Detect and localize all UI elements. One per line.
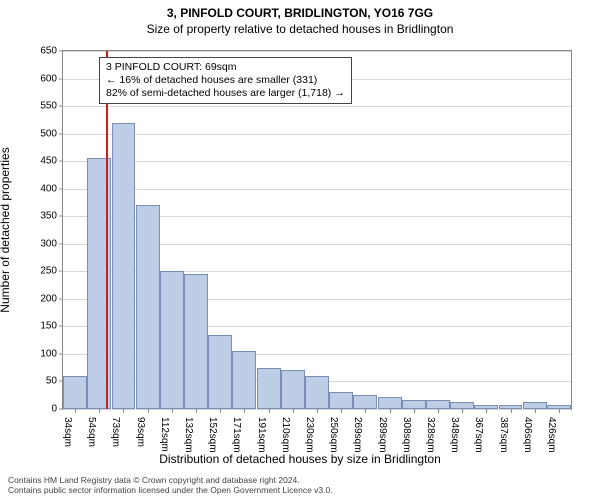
bar (63, 376, 87, 409)
xtick-label: 269sqm (352, 417, 363, 453)
ytick-label: 650 (40, 46, 57, 57)
xtick-label: 152sqm (207, 417, 218, 453)
ytick-label: 600 (40, 73, 57, 84)
xtick-mark (172, 409, 173, 413)
xtick-label: 171sqm (231, 417, 242, 453)
xtick-mark (269, 409, 270, 413)
xtick-label: 367sqm (473, 417, 484, 453)
footer-line2: Contains public sector information licen… (8, 486, 333, 496)
xtick-label: 73sqm (110, 417, 121, 447)
bar (329, 392, 353, 409)
xtick-mark (341, 409, 342, 413)
bar (112, 123, 136, 409)
xtick-label: 112sqm (159, 417, 170, 452)
xtick-label: 406sqm (522, 417, 533, 453)
ytick-label: 150 (40, 321, 57, 332)
xtick-mark (75, 409, 76, 413)
ytick-label: 450 (40, 156, 57, 167)
xtick-label: 426sqm (546, 417, 557, 453)
annotation-line1: 3 PINFOLD COURT: 69sqm (106, 61, 345, 74)
xtick-mark (511, 409, 512, 413)
xtick-mark (535, 409, 536, 413)
ytick-label: 300 (40, 238, 57, 249)
xtick-label: 328sqm (425, 417, 436, 453)
ytick-label: 200 (40, 293, 57, 304)
xtick-mark (196, 409, 197, 413)
xtick-mark (148, 409, 149, 413)
xtick-label: 34sqm (62, 417, 73, 447)
chart-title-line2: Size of property relative to detached ho… (0, 20, 600, 36)
xtick-label: 250sqm (328, 417, 339, 453)
xtick-mark (486, 409, 487, 413)
bar (208, 335, 232, 409)
bar (499, 405, 523, 409)
bar (184, 274, 208, 409)
ytick-label: 50 (46, 376, 57, 387)
xtick-label: 210sqm (280, 417, 291, 453)
xtick-label: 54sqm (86, 417, 97, 447)
property-marker-line (106, 51, 108, 409)
xtick-label: 289sqm (377, 417, 388, 453)
chart-title-line1: 3, PINFOLD COURT, BRIDLINGTON, YO16 7GG (0, 0, 600, 20)
ytick-label: 350 (40, 211, 57, 222)
xtick-mark (462, 409, 463, 413)
xtick-mark (438, 409, 439, 413)
ytick-label: 500 (40, 128, 57, 139)
ytick-label: 550 (40, 101, 57, 112)
annotation-line3: 82% of semi-detached houses are larger (… (106, 87, 345, 100)
xtick-mark (559, 409, 560, 413)
bar (547, 405, 571, 409)
bar (281, 370, 305, 409)
bar (523, 402, 547, 409)
xtick-label: 387sqm (498, 417, 509, 453)
ytick-label: 250 (40, 266, 57, 277)
xtick-mark (317, 409, 318, 413)
xtick-label: 191sqm (256, 417, 267, 453)
ytick-label: 100 (40, 348, 57, 359)
bar (474, 405, 498, 409)
xtick-mark (390, 409, 391, 413)
bar (402, 400, 426, 409)
bar (378, 397, 402, 409)
y-axis-label: Number of detached properties (0, 147, 12, 312)
x-axis-label: Distribution of detached houses by size … (0, 452, 600, 466)
bar (232, 351, 256, 409)
xtick-mark (123, 409, 124, 413)
bar (450, 402, 474, 409)
xtick-label: 348sqm (449, 417, 460, 453)
xtick-label: 93sqm (135, 417, 146, 447)
bar (136, 205, 160, 409)
footer-attribution: Contains HM Land Registry data © Crown c… (8, 476, 333, 496)
ytick-label: 400 (40, 183, 57, 194)
annotation-line2: ← 16% of detached houses are smaller (33… (106, 74, 345, 87)
ytick-label: 0 (51, 404, 57, 415)
chart-area: 0501001502002503003504004505005506006503… (62, 50, 572, 410)
annotation-box: 3 PINFOLD COURT: 69sqm ← 16% of detached… (99, 57, 352, 104)
xtick-mark (365, 409, 366, 413)
bar (353, 395, 377, 409)
bars-layer (63, 51, 571, 409)
xtick-mark (293, 409, 294, 413)
xtick-label: 230sqm (304, 417, 315, 453)
bar (160, 271, 184, 409)
xtick-mark (414, 409, 415, 413)
bar (305, 376, 329, 409)
xtick-mark (99, 409, 100, 413)
bar (257, 368, 281, 409)
xtick-mark (220, 409, 221, 413)
bar (426, 400, 450, 409)
xtick-label: 132sqm (183, 417, 194, 453)
xtick-label: 308sqm (401, 417, 412, 453)
xtick-mark (244, 409, 245, 413)
